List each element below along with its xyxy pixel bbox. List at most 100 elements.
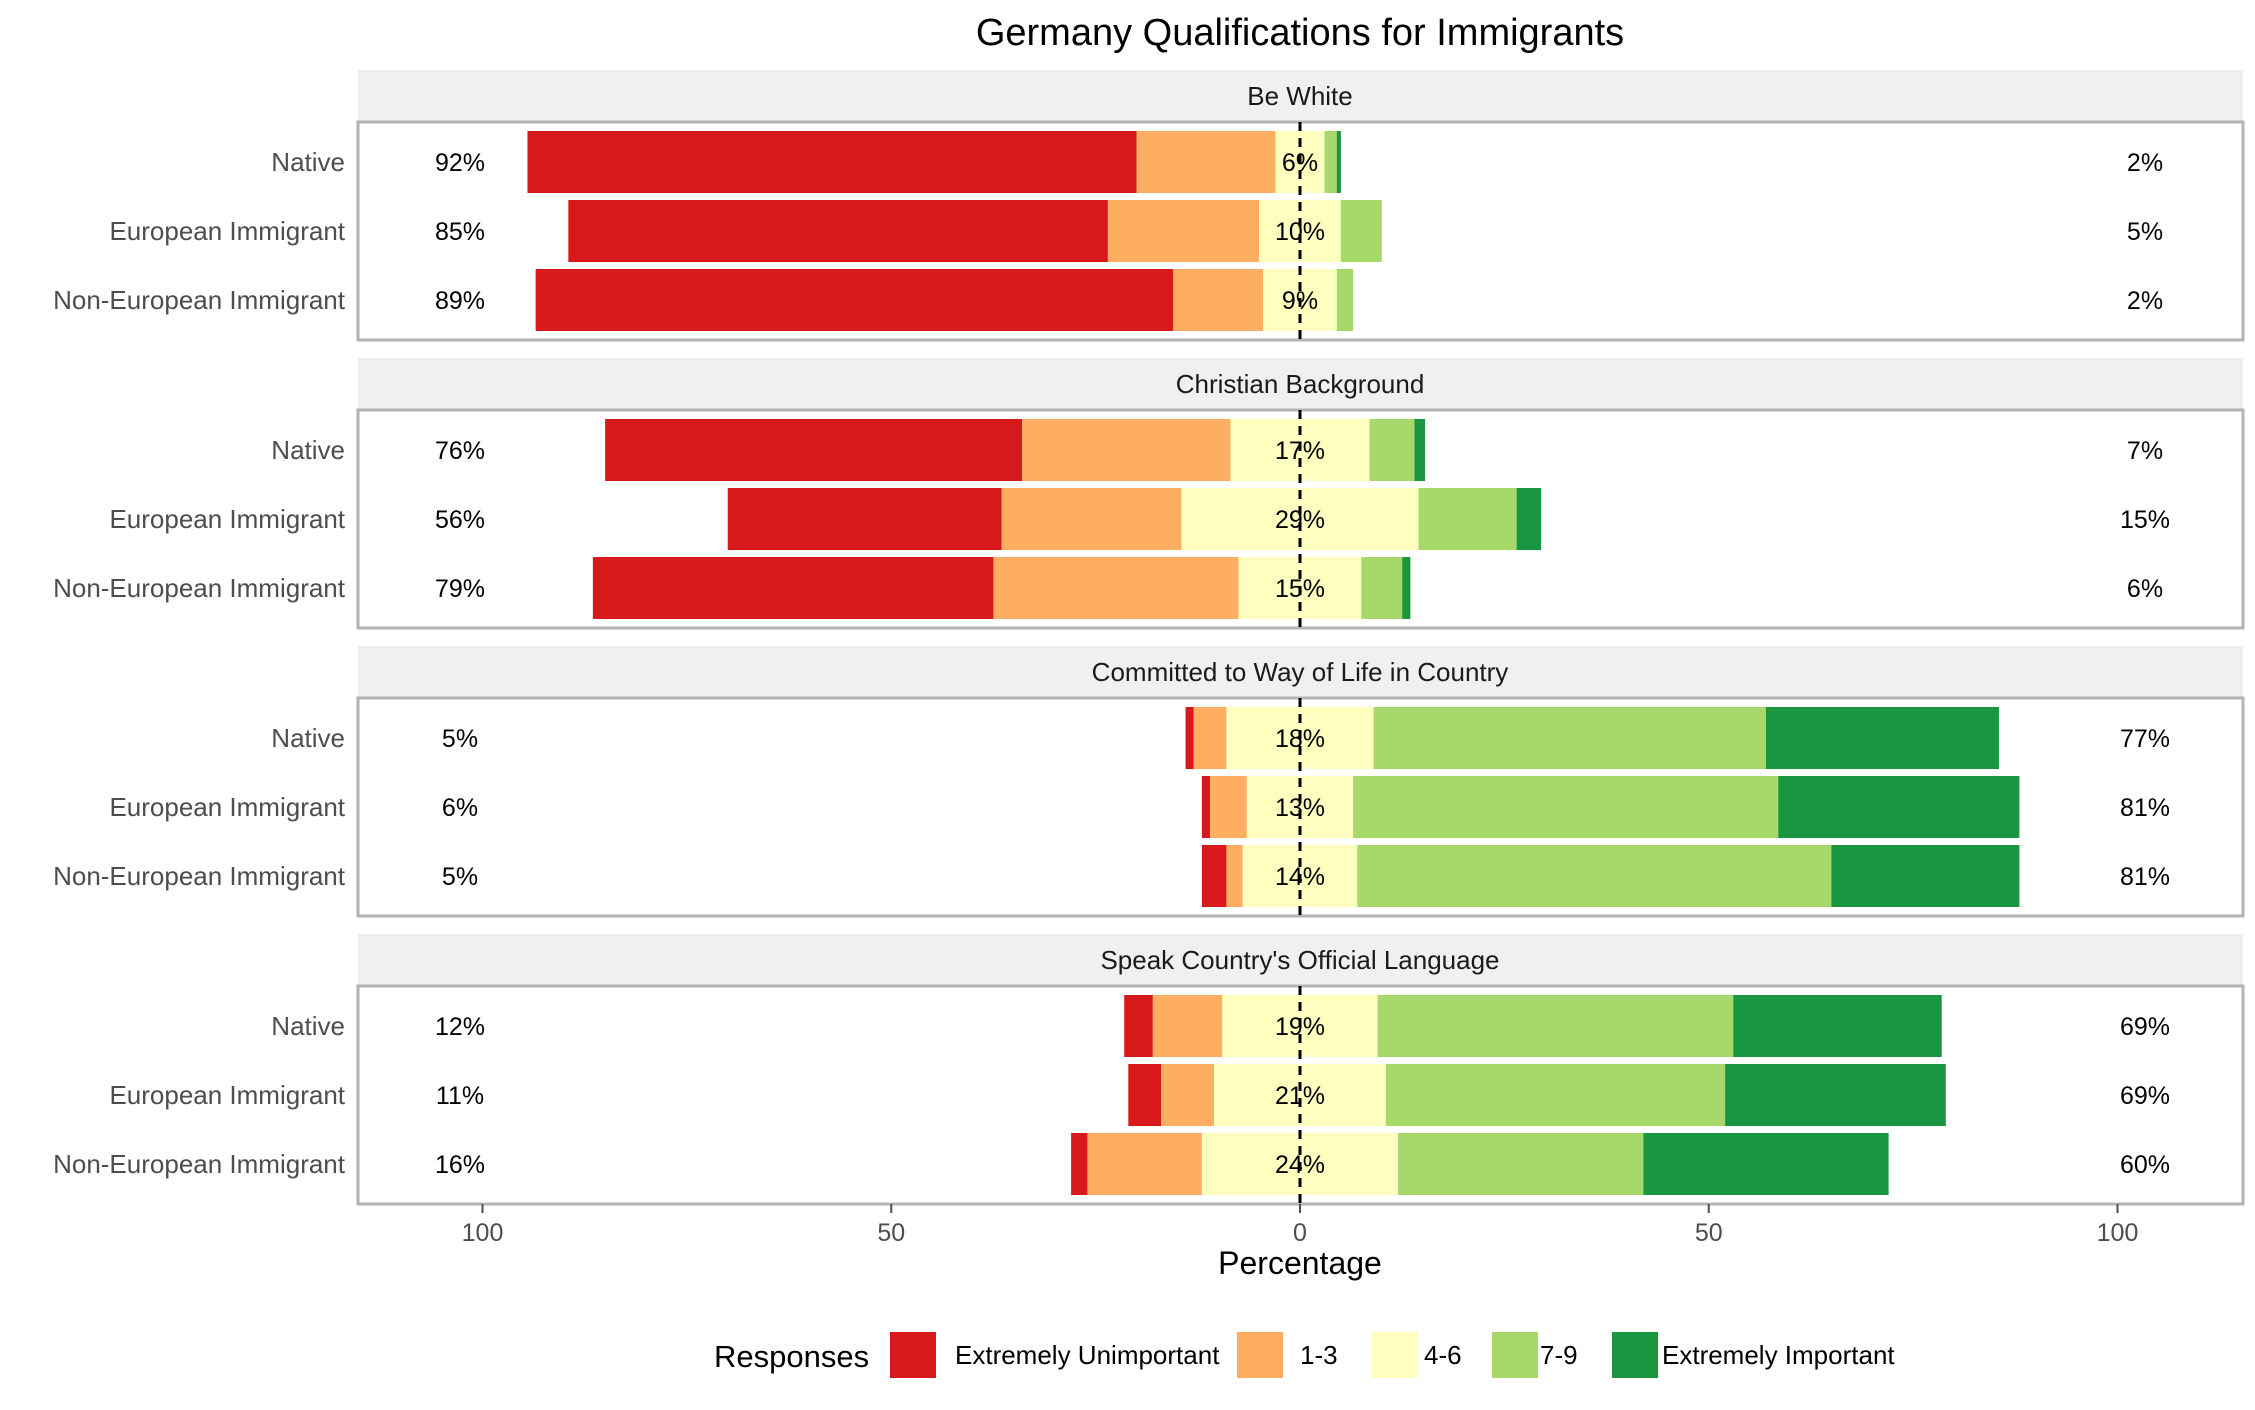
right-percentage: 77%	[2120, 725, 2170, 753]
bar-7-9	[1340, 200, 1382, 262]
right-percentage: 7%	[2127, 437, 2163, 465]
bar-extremely-important	[1643, 1133, 1889, 1195]
row-label: Non-European Immigrant	[53, 1149, 346, 1179]
left-percentage: 56%	[435, 506, 485, 534]
right-percentage: 2%	[2127, 287, 2163, 315]
bar-1-3	[1193, 707, 1227, 769]
bar-extremely-important	[1733, 995, 1942, 1057]
x-tick-label: 100	[2097, 1219, 2139, 1247]
left-percentage: 85%	[435, 218, 485, 246]
legend: Responses Extremely Unimportant 1-3 4-6 7-9 E…	[714, 1332, 1895, 1378]
left-percentage: 92%	[435, 149, 485, 177]
row-native: Native 76% 17% 7%	[271, 419, 2163, 481]
row-label: Non-European Immigrant	[53, 573, 346, 603]
right-percentage: 15%	[2120, 506, 2170, 534]
bar-7-9	[1373, 707, 1766, 769]
bar-extremely-unimportant	[605, 419, 1023, 481]
bar-extremely-unimportant	[527, 131, 1137, 193]
bar-extremely-important	[1402, 557, 1411, 619]
x-tick-label: 0	[1293, 1219, 1307, 1247]
legend-label: Extremely Important	[1662, 1340, 1895, 1370]
bar-1-3	[1210, 776, 1247, 838]
left-percentage: 5%	[442, 725, 478, 753]
left-percentage: 12%	[435, 1013, 485, 1041]
bar-1-3	[1107, 200, 1260, 262]
legend-item-4-6: 4-6	[1372, 1332, 1462, 1378]
bar-7-9	[1336, 269, 1354, 331]
panel-strip	[358, 70, 2243, 122]
left-percentage: 11%	[436, 1082, 484, 1110]
legend-swatch	[890, 1332, 936, 1378]
left-percentage: 6%	[442, 794, 478, 822]
bar-extremely-unimportant	[568, 200, 1108, 262]
bar-1-3	[1087, 1133, 1202, 1195]
row-european-immigrant: European Immigrant 85% 10% 5%	[109, 200, 2163, 262]
bar-1-3	[1226, 845, 1243, 907]
x-tick-label: 50	[1695, 1219, 1723, 1247]
right-percentage: 5%	[2127, 218, 2163, 246]
left-percentage: 76%	[435, 437, 485, 465]
row-label: Native	[271, 1011, 345, 1041]
row-non-european-immigrant: Non-European Immigrant 16% 24% 60%	[53, 1133, 2170, 1195]
panel-strip	[358, 358, 2243, 410]
row-label: Native	[271, 723, 345, 753]
bar-extremely-unimportant	[1185, 707, 1194, 769]
bar-extremely-important	[1725, 1064, 1946, 1126]
panel-title: Speak Country's Official Language	[1100, 945, 1499, 975]
bar-extremely-unimportant	[535, 269, 1174, 331]
bar-7-9	[1353, 776, 1779, 838]
bar-extremely-important	[1516, 488, 1542, 550]
bar-1-3	[993, 557, 1239, 619]
bar-extremely-unimportant	[1201, 776, 1211, 838]
legend-item-extremely-unimportant: Extremely Unimportant	[890, 1332, 1220, 1378]
right-percentage: 60%	[2120, 1151, 2170, 1179]
row-label: European Immigrant	[109, 216, 345, 246]
bar-extremely-unimportant	[1071, 1133, 1088, 1195]
legend-item-7-9: 7-9	[1492, 1332, 1578, 1378]
bar-7-9	[1418, 488, 1517, 550]
row-label: European Immigrant	[109, 792, 345, 822]
bar-1-3	[1001, 488, 1182, 550]
panels-group: Be White Native 92% 6% 2% European Immigrant 8…	[53, 70, 2245, 1206]
row-label: Native	[271, 147, 345, 177]
legend-label: 1-3	[1300, 1340, 1338, 1370]
right-percentage: 69%	[2120, 1013, 2170, 1041]
bar-extremely-unimportant	[1201, 845, 1227, 907]
bar-extremely-important	[1336, 131, 1341, 193]
left-percentage: 89%	[435, 287, 485, 315]
legend-swatch	[1492, 1332, 1538, 1378]
bar-7-9	[1377, 995, 1734, 1057]
row-label: Non-European Immigrant	[53, 285, 346, 315]
right-percentage: 81%	[2120, 794, 2170, 822]
panel-strip	[358, 934, 2243, 986]
panel-title: Christian Background	[1176, 369, 1425, 399]
row-label: Native	[271, 435, 345, 465]
x-axis: 100 50 0 50 100	[462, 1204, 2139, 1247]
legend-item-1-3: 1-3	[1237, 1332, 1338, 1378]
bar-1-3	[1152, 995, 1223, 1057]
bar-extremely-unimportant	[1124, 995, 1153, 1057]
chart-title: Germany Qualifications for Immigrants	[976, 12, 1624, 54]
bar-7-9	[1361, 557, 1403, 619]
legend-swatch	[1237, 1332, 1283, 1378]
legend-swatch	[1372, 1332, 1418, 1378]
panel-title: Be White	[1247, 81, 1353, 111]
bar-1-3	[1173, 269, 1264, 331]
bar-7-9	[1385, 1064, 1726, 1126]
bar-extremely-important	[1831, 845, 2020, 907]
row-non-european-immigrant: Non-European Immigrant 5% 14% 81%	[53, 845, 2170, 907]
right-percentage: 69%	[2120, 1082, 2170, 1110]
row-european-immigrant: European Immigrant 11% 21% 69%	[109, 1064, 2170, 1126]
left-percentage: 5%	[442, 863, 478, 891]
panel-strip	[358, 646, 2243, 698]
bar-7-9	[1369, 419, 1415, 481]
x-tick-label: 50	[877, 1219, 905, 1247]
bar-7-9	[1357, 845, 1832, 907]
left-percentage: 16%	[435, 1151, 485, 1179]
panel-title: Committed to Way of Life in Country	[1092, 657, 1509, 687]
row-label: European Immigrant	[109, 504, 345, 534]
bar-extremely-important	[1765, 707, 1999, 769]
